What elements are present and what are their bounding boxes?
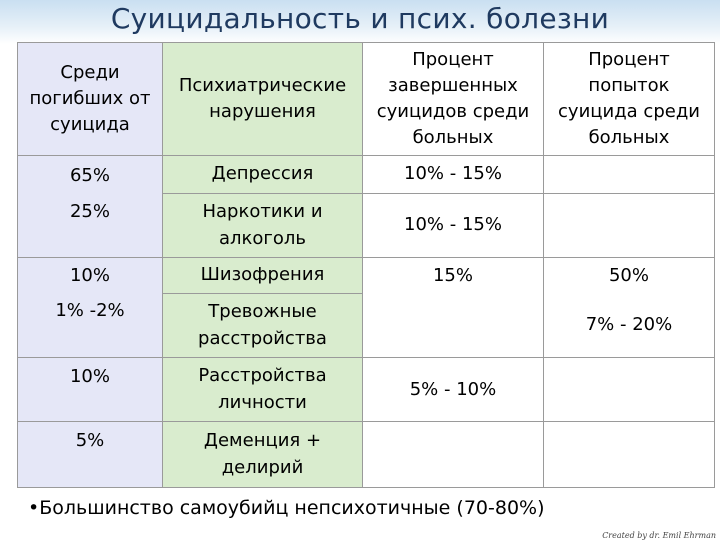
header-line: суицида среди bbox=[558, 101, 700, 122]
completed-value: 15% bbox=[432, 264, 473, 286]
footer-note: •Большинство самоубийц непсихотичные (70… bbox=[28, 497, 545, 519]
disorder-label: Деменция + bbox=[203, 430, 322, 452]
header-disorders: Психиатрические нарушения bbox=[162, 42, 362, 156]
deaths-group-2: 10% 1% -2% bbox=[17, 258, 162, 358]
attempts-schizophrenia: 50% bbox=[543, 258, 715, 294]
completed-anxiety bbox=[362, 294, 543, 358]
disorder-label: Наркотики и bbox=[202, 201, 323, 223]
attempts-value: 50% bbox=[608, 264, 649, 286]
deaths-percent: 25% bbox=[69, 201, 110, 222]
disorder-label: Тревожные bbox=[208, 301, 317, 323]
completed-schizophrenia: 15% bbox=[362, 258, 543, 294]
slide-title: Суицидальность и псих. болезни bbox=[110, 2, 610, 35]
disorder-label: личности bbox=[218, 391, 307, 413]
attempts-personality bbox=[543, 358, 715, 422]
header-line: попыток bbox=[588, 74, 670, 96]
disorder-depression: Депрессия bbox=[162, 156, 362, 194]
header-completed: Процент завершенных суицидов среди больн… bbox=[362, 42, 543, 156]
completed-value: 5% - 10% bbox=[409, 379, 497, 400]
disorder-label: алкоголь bbox=[218, 227, 306, 249]
author-credit: Created by dr. Emil Ehrman bbox=[602, 531, 716, 540]
deaths-percent: 65% bbox=[69, 165, 110, 186]
attempts-depression bbox=[543, 156, 715, 194]
disorder-label: Депрессия bbox=[211, 163, 314, 185]
deaths-percent: 10% bbox=[69, 366, 110, 387]
header-line: погибших от bbox=[29, 87, 151, 109]
completed-value: 10% - 15% bbox=[404, 163, 502, 185]
disorder-label: Шизофрения bbox=[200, 264, 325, 286]
deaths-group-1: 65% 25% bbox=[17, 156, 162, 258]
header-deaths: Среди погибших от суицида bbox=[17, 42, 162, 156]
disorder-label: расстройства bbox=[198, 327, 327, 349]
completed-dementia bbox=[362, 422, 543, 488]
completed-personality: 5% - 10% bbox=[362, 358, 543, 422]
disorder-dementia: Деменция + делирий bbox=[162, 422, 362, 488]
header-line: больных bbox=[588, 127, 670, 149]
disorder-label: делирий bbox=[221, 456, 304, 478]
deaths-percent: 5% bbox=[75, 430, 105, 451]
header-line: Среди bbox=[60, 61, 120, 83]
disorder-personality: Расстройства личности bbox=[162, 358, 362, 422]
header-line: суицида bbox=[50, 114, 130, 136]
completed-substance: 10% - 15% bbox=[362, 194, 543, 258]
attempts-anxiety: 7% - 20% bbox=[543, 294, 715, 358]
attempts-substance bbox=[543, 194, 715, 258]
header-line: завершенных bbox=[388, 74, 518, 96]
attempts-value: 7% - 20% bbox=[585, 314, 673, 336]
deaths-row-dementia: 5% bbox=[17, 422, 162, 488]
deaths-percent: 10% bbox=[69, 265, 110, 286]
header-line: Процент bbox=[412, 48, 494, 70]
deaths-percent: 1% -2% bbox=[55, 300, 125, 321]
disorder-substance: Наркотики и алкоголь bbox=[162, 194, 362, 258]
header-line: Психиатрические bbox=[178, 74, 347, 96]
deaths-row-personality: 10% bbox=[17, 358, 162, 422]
header-line: больных bbox=[412, 127, 494, 149]
attempts-dementia bbox=[543, 422, 715, 488]
header-line: нарушения bbox=[209, 101, 316, 122]
completed-value: 10% - 15% bbox=[404, 214, 502, 236]
disorder-schizophrenia: Шизофрения bbox=[162, 258, 362, 294]
header-line: суицидов среди bbox=[376, 101, 530, 122]
title-banner bbox=[0, 0, 720, 44]
header-attempts: Процент попыток суицида среди больных bbox=[543, 42, 715, 156]
disorder-anxiety: Тревожные расстройства bbox=[162, 294, 362, 358]
completed-depression: 10% - 15% bbox=[362, 156, 543, 194]
header-line: Процент bbox=[588, 48, 670, 70]
disorder-label: Расстройства bbox=[198, 365, 327, 387]
